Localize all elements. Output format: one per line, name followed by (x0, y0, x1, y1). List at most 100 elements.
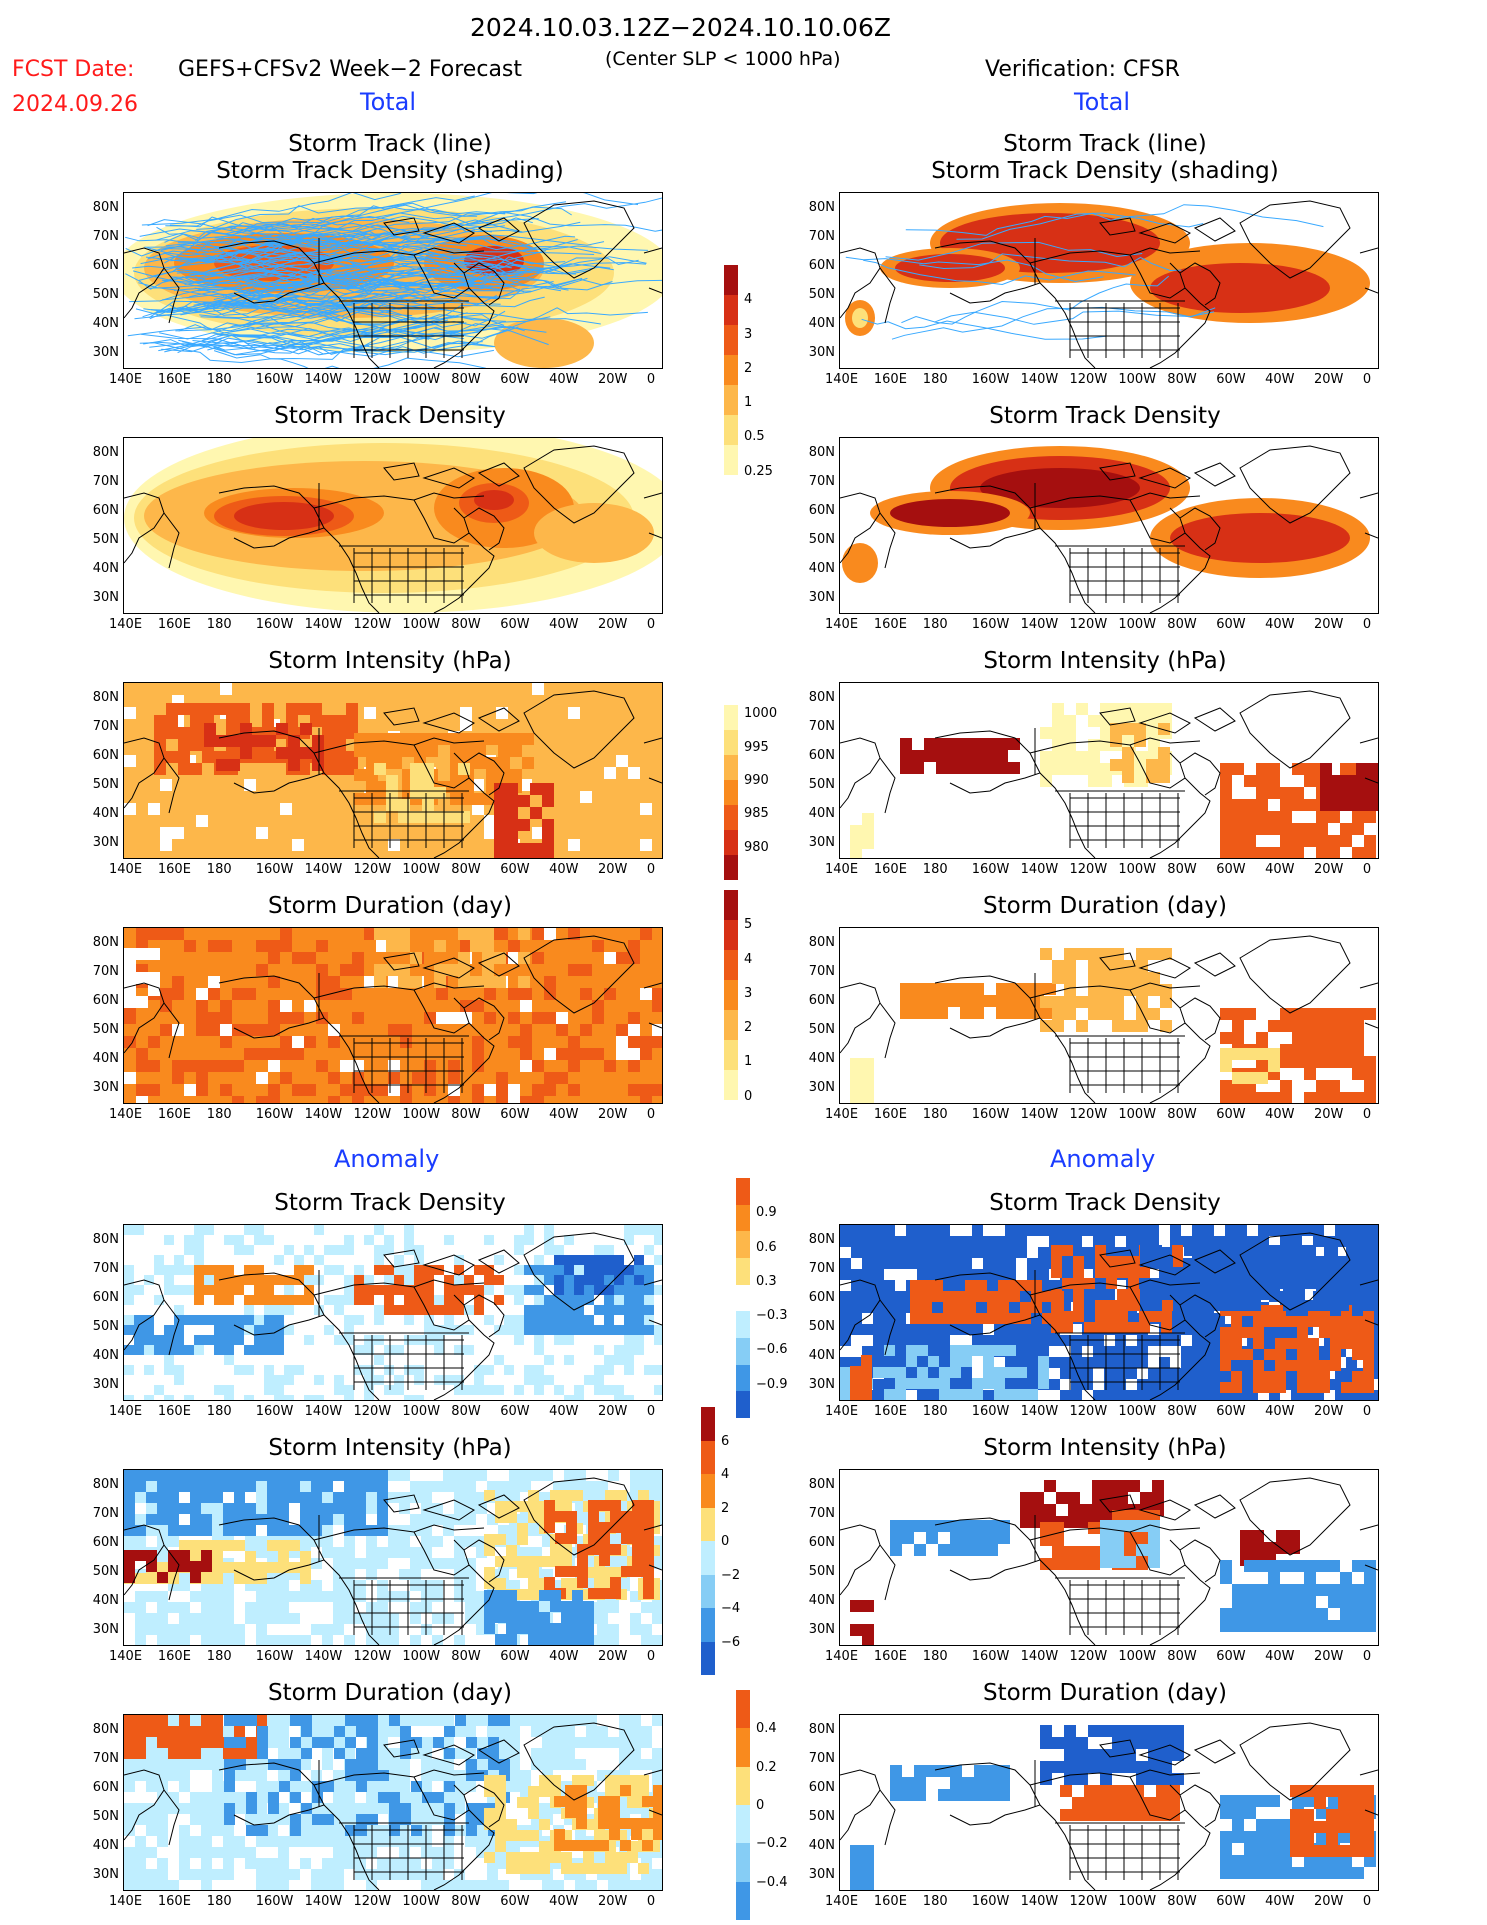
shade-cell (553, 1726, 564, 1737)
shade-cell (136, 779, 148, 791)
shade-cell (644, 1325, 654, 1335)
shade-cell (256, 791, 268, 803)
shade-cell (641, 1803, 652, 1814)
shade-cell (364, 1000, 376, 1012)
shade-cell (454, 1315, 464, 1325)
shade-cell (454, 1470, 465, 1481)
shade-cell (628, 683, 640, 695)
shade-cell (520, 988, 532, 1000)
shade-cell (642, 1840, 653, 1851)
shade-cell (256, 1580, 267, 1591)
shade-cell (179, 1503, 190, 1514)
shade-cell (900, 983, 912, 995)
shade-cell (476, 1503, 487, 1514)
shade-cell (246, 1803, 257, 1814)
shade-cell (184, 1285, 194, 1295)
storm-track-line (163, 258, 611, 286)
shade-cell (190, 1624, 201, 1635)
shade-cell (554, 1345, 564, 1355)
shade-cell (364, 928, 376, 940)
shade-cell (514, 1305, 524, 1315)
shade-cell (465, 1880, 476, 1890)
shade-cell (599, 1588, 610, 1599)
shade-cell (267, 1569, 278, 1580)
shade-cell (542, 855, 554, 858)
shade-cell (566, 1566, 577, 1577)
shade-cell (580, 1012, 592, 1024)
shade-cell (509, 1580, 520, 1591)
shade-cell (220, 827, 232, 839)
coastline (124, 1232, 662, 1400)
shade-cell (544, 1012, 556, 1024)
shade-cell (565, 1796, 576, 1807)
shade-cell (1352, 823, 1364, 835)
shade-cell (124, 1536, 135, 1547)
shade-cell (274, 1345, 284, 1355)
shade-cell (160, 791, 172, 803)
shade-cell (506, 1501, 517, 1512)
shade-cell (334, 1295, 344, 1305)
shade-cell (972, 750, 984, 762)
shade-cell (574, 1305, 584, 1315)
shade-cell (135, 1880, 146, 1890)
shade-cell (314, 1375, 324, 1385)
shade-cell (340, 851, 352, 858)
shade-cell (184, 964, 196, 976)
shade-cell (166, 715, 178, 727)
shade-cell (356, 1814, 367, 1825)
shade-cell (223, 1602, 234, 1613)
shade-cell (584, 1375, 594, 1385)
shade-cell (550, 1634, 561, 1645)
shade-cell (323, 1781, 334, 1792)
shade-cell (256, 1503, 267, 1514)
shade-cell (1280, 787, 1292, 799)
shade-cell (484, 1235, 494, 1245)
shade-cell (628, 1072, 640, 1084)
shade-cell (1064, 739, 1076, 751)
shade-cell (1158, 747, 1170, 759)
shade-cell (542, 1880, 553, 1890)
shade-cell (179, 1580, 190, 1591)
shade-cell (640, 683, 652, 695)
shade-cell (289, 1562, 300, 1573)
shade-cell (400, 755, 412, 767)
shade-cell (184, 1060, 196, 1072)
shade-cell (532, 964, 544, 976)
shade-cell (474, 1275, 484, 1285)
shade-cell (304, 1365, 314, 1375)
shade-cell (144, 1325, 154, 1335)
storm-track-line (197, 241, 602, 280)
shade-cell (190, 1726, 201, 1737)
shade-cell (464, 1385, 474, 1395)
shade-cell (470, 976, 482, 988)
shade-cell (638, 1775, 649, 1786)
shade-cell (561, 1490, 572, 1501)
shade-cell (378, 1792, 389, 1803)
shade-cell (443, 1514, 454, 1525)
shade-cell (288, 735, 300, 747)
shade-cell (575, 1715, 586, 1726)
shade-cell (412, 1084, 424, 1096)
shade-cell (388, 1770, 399, 1781)
shade-cell (244, 767, 256, 779)
shade-cell (604, 1335, 614, 1345)
shade-cell (204, 1335, 214, 1345)
shade-cell (232, 976, 244, 988)
shade-cell (614, 1285, 624, 1295)
shade-cell (172, 779, 184, 791)
shade-cell (504, 1355, 514, 1365)
shade-cell (1256, 763, 1268, 775)
shade-cell (166, 703, 178, 715)
shade-cell (1100, 727, 1112, 739)
shade-cell (312, 1814, 323, 1825)
shade-cell (1122, 747, 1134, 759)
shade-cell (544, 719, 556, 731)
shade-cell (464, 1305, 474, 1315)
shade-cell (542, 1602, 553, 1613)
shade-cell (984, 995, 996, 1007)
shade-cell (528, 1808, 539, 1819)
shade-cell (531, 1470, 542, 1481)
shade-cell (472, 683, 484, 695)
shade-cell (621, 1522, 632, 1533)
shade-cell (394, 1275, 404, 1285)
